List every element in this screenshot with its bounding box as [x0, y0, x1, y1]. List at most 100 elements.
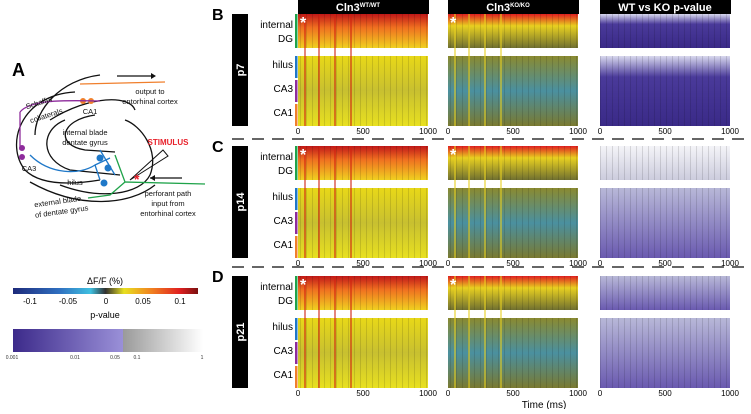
x-tick: 1000 — [569, 389, 587, 398]
heatmap-texture — [448, 276, 578, 310]
x-tick: 0 — [598, 259, 603, 268]
dg-granule-cell — [100, 179, 108, 187]
x-tick: 0 — [296, 259, 301, 268]
heatmap-texture — [298, 146, 428, 180]
header-ko-label: Cln3KO/KO — [486, 2, 530, 14]
x-axis-label: Time (ms) — [522, 400, 567, 409]
region-color-bar — [295, 56, 298, 78]
response-stripe — [350, 276, 352, 388]
row-label: CA1 — [274, 370, 294, 381]
response-stripe — [468, 146, 470, 258]
x-tick: 500 — [356, 259, 370, 268]
outer-curve — [29, 181, 156, 203]
response-stripe — [334, 14, 336, 126]
dff-colorbar-title: ΔF/F (%) — [87, 276, 123, 286]
stimulus-electrode — [129, 149, 169, 181]
age-label-bar — [232, 14, 248, 126]
stimulus-marker: * — [300, 15, 307, 32]
x-tick: 0 — [598, 389, 603, 398]
x-tick: 500 — [506, 127, 520, 136]
header-pvalue-label: WT vs KO p-value — [618, 2, 712, 14]
label-perforant: input from — [151, 199, 184, 208]
row-label: hilus — [272, 192, 293, 203]
heatmap-texture — [298, 276, 428, 310]
region-color-bar — [295, 276, 298, 310]
ca-layer-inner — [46, 119, 121, 176]
x-tick: 500 — [658, 389, 672, 398]
dff-tick: 0 — [104, 297, 109, 306]
stimulus-marker: * — [450, 15, 457, 32]
response-stripe — [304, 276, 306, 388]
mossy-fibers — [29, 149, 116, 181]
ca1-axon — [79, 81, 166, 85]
pvalue-colorbar-gradient — [13, 329, 203, 352]
heatmap-texture — [298, 188, 428, 258]
pvalue-tick: 1 — [201, 355, 204, 361]
row-label: DG — [278, 166, 293, 177]
heatmap-texture — [600, 56, 730, 126]
response-stripe — [500, 146, 502, 258]
x-tick: 1000 — [569, 259, 587, 268]
label-internal-blade: internal blade — [62, 128, 107, 137]
x-tick: 1000 — [721, 127, 739, 136]
heatmap-texture — [600, 276, 730, 310]
x-tick: 500 — [506, 389, 520, 398]
label-output: entorhinal cortex — [122, 97, 178, 106]
row-label: CA3 — [274, 346, 294, 357]
region-color-bar — [295, 318, 298, 340]
pvalue-tick: 0.001 — [6, 355, 19, 361]
header-pvalue — [600, 0, 731, 14]
row-label: hilus — [272, 322, 293, 333]
x-tick: 500 — [506, 259, 520, 268]
response-stripe — [350, 14, 352, 126]
x-tick: 0 — [446, 259, 451, 268]
age-label-bar — [232, 276, 248, 388]
stimulus-marker: * — [300, 277, 307, 294]
x-tick: 0 — [446, 127, 451, 136]
internal-blade-upper — [49, 99, 136, 121]
response-stripe — [318, 146, 320, 258]
age-label: p21 — [235, 323, 247, 342]
row-label: DG — [278, 34, 293, 45]
row-label: CA1 — [274, 108, 294, 119]
region-color-bar — [295, 366, 298, 388]
pvalue-tick: 0.05 — [110, 355, 120, 361]
x-tick: 500 — [658, 259, 672, 268]
label-perforant: entorhinal cortex — [140, 209, 196, 218]
age-label: p7 — [235, 64, 247, 77]
arrowhead — [151, 73, 156, 79]
response-stripe — [468, 14, 470, 126]
row-label: CA3 — [274, 216, 294, 227]
hippocampus-diagram: A * output to entorhinal cortex Schaffer… — [12, 60, 206, 220]
region-color-bar — [295, 104, 298, 126]
heatmap-texture — [448, 14, 578, 48]
row-label: internal — [260, 152, 293, 163]
x-tick: 0 — [598, 127, 603, 136]
dff-colorbar-gradient — [13, 288, 198, 294]
stimulus-marker: * — [450, 277, 457, 294]
region-color-bar — [295, 212, 298, 234]
dff-tick: 0.1 — [174, 297, 186, 306]
region-color-bar — [295, 146, 298, 180]
heatmap-texture — [600, 318, 730, 388]
header-wt — [298, 0, 429, 14]
row-label: CA1 — [274, 240, 294, 251]
response-stripe — [304, 14, 306, 126]
heatmap-texture — [600, 146, 730, 180]
pvalue-colorbar: p-value 0.001 0.01 0.05 0.1 1 — [6, 310, 204, 361]
dff-tick: -0.05 — [59, 297, 78, 306]
x-tick: 1000 — [419, 389, 437, 398]
panel-letter: B — [212, 7, 224, 24]
heatmap-texture — [600, 188, 730, 258]
external-blade-line — [59, 119, 154, 195]
response-stripe — [484, 14, 486, 126]
label-schaffer: Schaffer — [25, 94, 55, 111]
response-stripe — [454, 276, 456, 388]
x-tick: 1000 — [721, 389, 739, 398]
region-color-bar — [295, 188, 298, 210]
response-stripe — [350, 146, 352, 258]
pvalue-tick: 0.01 — [70, 355, 80, 361]
row-label: internal — [260, 20, 293, 31]
x-tick: 1000 — [419, 259, 437, 268]
